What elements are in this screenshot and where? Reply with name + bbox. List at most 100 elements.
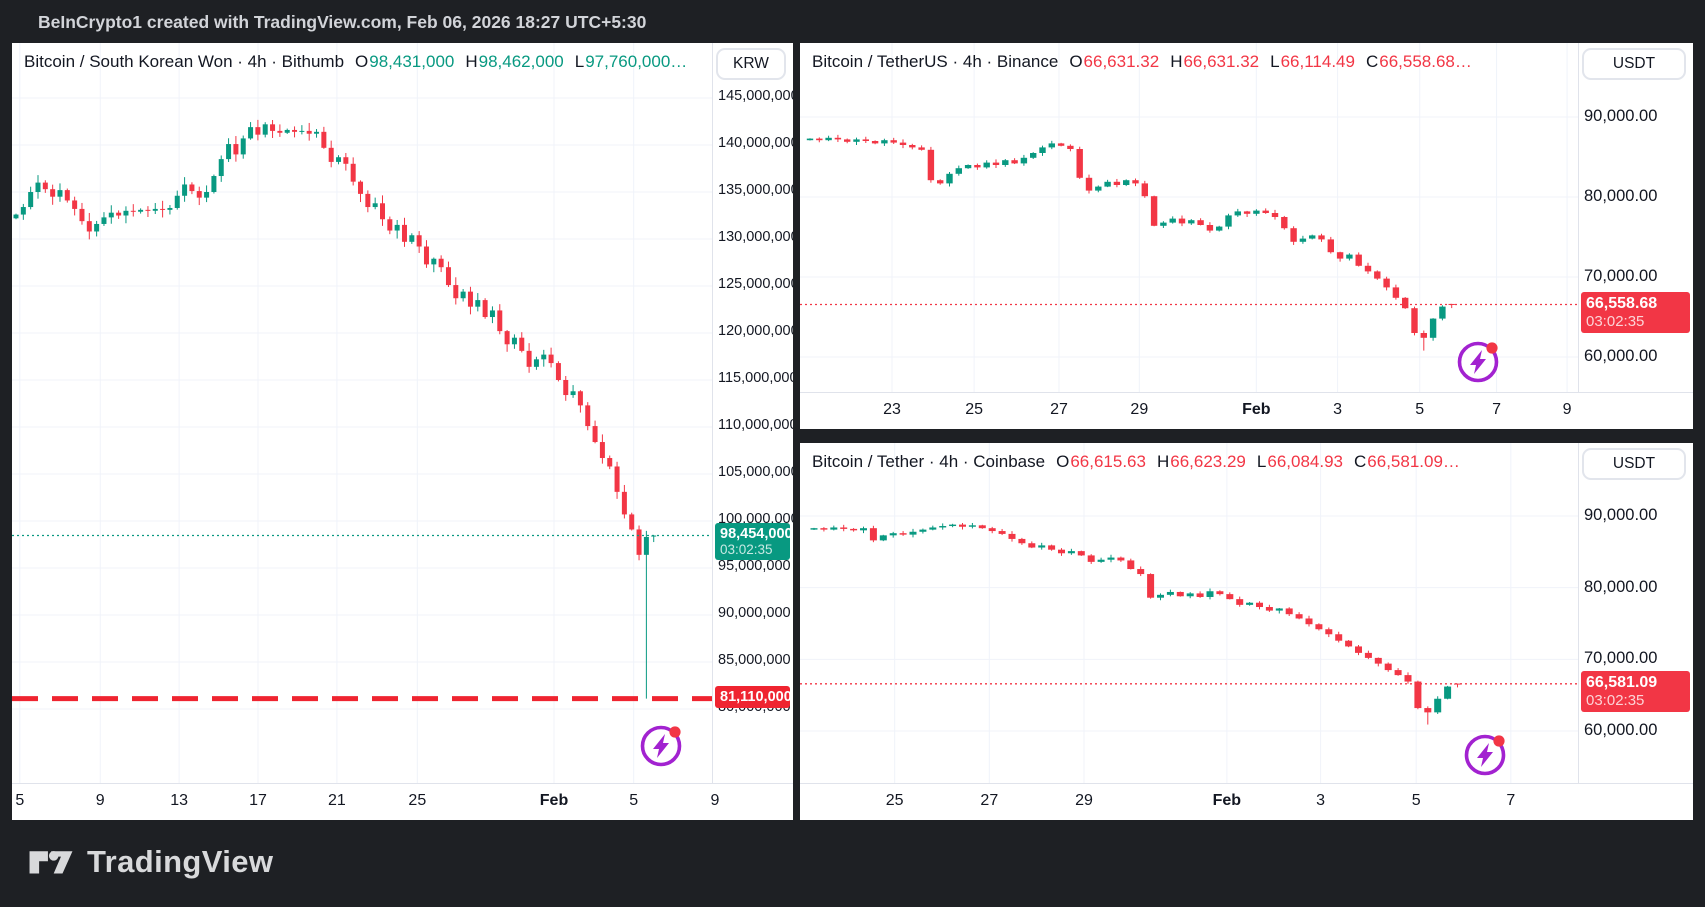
chart-legend: Bitcoin / Tether · 4h · Coinbase O66,615.…: [812, 452, 1460, 472]
time-axis-label: 3: [1333, 401, 1343, 418]
price-axis-label: 140,000,000: [718, 135, 793, 151]
time-axis-label: 7: [1492, 401, 1501, 418]
price-axis-label: 90,000.00: [1584, 107, 1658, 125]
ohlc-values: O66,631.32 H66,631.32 L66,114.49 C66,558.68…: [1058, 52, 1472, 71]
time-axis-label: 25: [408, 792, 427, 809]
ohlc-values: O98,431,000 H98,462,000 L97,760,000…: [344, 52, 687, 71]
price-badge-value: 66,581.09: [1586, 673, 1658, 691]
ohlc-value: 66,623.29: [1170, 452, 1246, 471]
price-badge-value: 98,454,000: [720, 525, 793, 542]
ohlc-value: 66,631.32: [1183, 52, 1260, 71]
price-axis[interactable]: USDT 90,000.00 80,000.00 70,000.00 60,000.0…: [1578, 443, 1693, 783]
price-axis-label: 145,000,000: [718, 88, 793, 104]
currency-badge: KRW: [716, 48, 786, 80]
price-plot[interactable]: Bitcoin / TetherUS · 4h · Binance O66,631…: [800, 43, 1578, 392]
time-axis-label: 27: [980, 792, 999, 809]
time-axis-label: Feb: [1212, 792, 1242, 809]
price-badge-value: 81,110,000: [720, 688, 792, 705]
lightning-badge-icon: [1464, 734, 1506, 776]
price-axis-label: 125,000,000: [718, 276, 793, 292]
symbol-title: Bitcoin / South Korean Won · 4h · Bithum…: [24, 52, 345, 71]
price-axis-label: 90,000,000: [718, 605, 791, 621]
ohlc-value: 66,581.09…: [1367, 452, 1460, 471]
candlestick-chart[interactable]: [12, 43, 712, 783]
tradingview-wordmark: TradingView: [87, 844, 274, 879]
time-axis-label: 5: [1411, 792, 1421, 809]
ohlc-value: 97,760,000…: [585, 52, 688, 71]
time-axis-label: 9: [710, 792, 720, 809]
bar-countdown: 03:02:35: [720, 541, 773, 557]
time-axis-label: 27: [1050, 401, 1068, 418]
price-axis[interactable]: KRW 145,000,000 140,000,000 135,000,000 130…: [712, 43, 793, 783]
time-axis-label: 25: [965, 401, 984, 418]
ohlc-key: H: [1156, 452, 1170, 471]
time-axis-label: 5: [1415, 401, 1425, 418]
time-axis-label: 5: [15, 792, 25, 809]
time-axis-label: 17: [249, 792, 267, 809]
candlestick-chart[interactable]: [800, 443, 1578, 783]
price-badge: 66,558.68 03:02:35: [1581, 291, 1690, 333]
price-axis-label: 135,000,000: [718, 182, 793, 198]
ohlc-key: C: [1365, 52, 1379, 71]
ohlc-key: C: [1354, 452, 1367, 471]
time-axis-label: 23: [883, 401, 901, 418]
price-badge: 66,581.09 03:02:35: [1581, 670, 1690, 712]
chart-panel-coinbase: Bitcoin / Tether · 4h · Coinbase O66,615.…: [800, 443, 1693, 820]
price-axis-label: 80,000.00: [1584, 187, 1658, 205]
price-axis-label: 85,000,000: [718, 652, 791, 668]
price-axis-label: 70,000.00: [1584, 649, 1658, 668]
chart-legend: Bitcoin / TetherUS · 4h · Binance O66,631…: [812, 52, 1472, 72]
lightning-badge-icon: [640, 725, 682, 767]
ohlc-key: O: [355, 52, 369, 71]
ohlc-key: L: [1270, 52, 1280, 71]
price-badge: 81,110,000: [715, 685, 792, 708]
lightning-badge-icon: [1457, 341, 1499, 383]
price-axis-label: 60,000.00: [1584, 721, 1658, 739]
time-axis-label: 25: [885, 792, 904, 809]
time-axis-label: Feb: [1242, 401, 1271, 418]
price-plot[interactable]: Bitcoin / South Korean Won · 4h · Bithum…: [12, 43, 712, 783]
ohlc-key: O: [1069, 52, 1083, 71]
currency-badge: USDT: [1582, 48, 1686, 80]
currency-badge: USDT: [1582, 448, 1686, 480]
time-axis-label: 29: [1075, 792, 1093, 809]
tradingview-brand: TradingView: [28, 840, 273, 884]
chart-panel-bithumb: Bitcoin / South Korean Won · 4h · Bithum…: [12, 43, 793, 820]
attribution-bar: BeInCrypto1 created with TradingView.com…: [0, 0, 1705, 43]
time-axis-label: Feb: [539, 792, 569, 809]
time-axis-label: 13: [170, 792, 189, 809]
price-badge: 98,454,000 03:02:35: [715, 522, 793, 560]
time-axis[interactable]: 25 27 29 Feb 3 5 7: [800, 783, 1693, 820]
ohlc-values: O66,615.63 H66,623.29 L66,084.93 C66,581.09…: [1045, 452, 1460, 471]
symbol-title: Bitcoin / Tether · 4h · Coinbase: [812, 452, 1046, 471]
time-axis-label: 7: [1506, 792, 1516, 809]
attribution-text: BeInCrypto1 created with TradingView.com…: [38, 12, 647, 32]
ohlc-value: 66,631.32: [1083, 52, 1160, 71]
bar-countdown: 03:02:35: [1586, 312, 1645, 330]
time-axis-label: 21: [327, 792, 346, 809]
time-axis-label: 9: [1562, 401, 1572, 418]
price-axis-label: 95,000,000: [718, 558, 791, 574]
price-plot[interactable]: Bitcoin / Tether · 4h · Coinbase O66,615.…: [800, 443, 1578, 783]
ohlc-key: O: [1056, 452, 1070, 471]
chart-legend: Bitcoin / South Korean Won · 4h · Bithum…: [24, 52, 687, 72]
price-axis-label: 115,000,000: [718, 370, 793, 386]
price-axis-label: 110,000,000: [718, 417, 793, 433]
price-axis-label: 130,000,000: [718, 229, 793, 245]
time-axis-label: 29: [1130, 401, 1149, 418]
ohlc-key: H: [465, 52, 478, 71]
price-axis-label: 90,000.00: [1584, 506, 1658, 524]
bar-countdown: 03:02:35: [1586, 691, 1645, 709]
ohlc-value: 66,114.49: [1280, 52, 1355, 71]
time-axis-label: 3: [1316, 792, 1326, 809]
price-axis-label: 80,000.00: [1584, 577, 1658, 596]
ohlc-value: 98,462,000: [478, 52, 564, 71]
chart-panel-binance: Bitcoin / TetherUS · 4h · Binance O66,631…: [800, 43, 1693, 429]
candlestick-chart[interactable]: [800, 43, 1578, 392]
price-axis-label: 105,000,000: [718, 464, 793, 480]
time-axis[interactable]: 23 25 27 29 Feb 3 5 7 9: [800, 392, 1693, 429]
time-axis[interactable]: 5 9 13 17 21 25 Feb 5 9: [12, 783, 793, 820]
ohlc-key: H: [1170, 52, 1183, 71]
ohlc-value: 98,431,000: [369, 52, 455, 71]
price-axis[interactable]: USDT 90,000.00 80,000.00 70,000.00 60,000.0…: [1578, 43, 1693, 392]
